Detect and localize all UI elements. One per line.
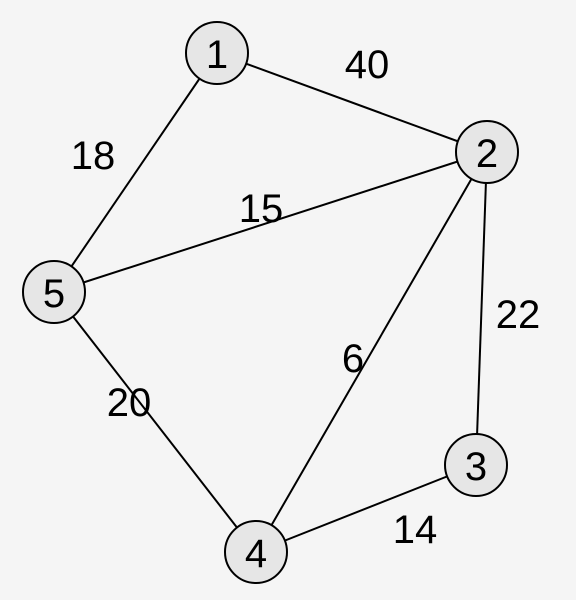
node-2: 2 — [456, 121, 518, 183]
edge-2-3 — [476, 152, 487, 465]
edge-weight-1-5: 18 — [71, 134, 116, 178]
edge-weight-3-4: 14 — [393, 508, 438, 552]
edge-weight-2-3: 22 — [496, 293, 541, 337]
nodes-layer: 1 2 3 4 5 — [23, 22, 518, 583]
edge-weight-2-5: 15 — [239, 187, 284, 231]
node-4: 4 — [225, 521, 287, 583]
node-label-4: 4 — [245, 532, 267, 576]
node-1: 1 — [186, 22, 248, 84]
node-3: 3 — [445, 434, 507, 496]
node-label-2: 2 — [476, 132, 498, 176]
graph-diagram: 40 18 15 22 6 14 20 1 2 3 4 5 — [0, 0, 576, 600]
node-label-1: 1 — [206, 33, 228, 77]
edge-weight-1-2: 40 — [345, 43, 390, 87]
node-5: 5 — [23, 261, 85, 323]
edge-weight-2-4: 6 — [342, 337, 364, 381]
edge-weight-4-5: 20 — [107, 381, 152, 425]
edge-2-4 — [256, 152, 487, 552]
node-label-5: 5 — [43, 272, 65, 316]
edge-4-5 — [54, 292, 256, 552]
node-label-3: 3 — [465, 445, 487, 489]
edge-3-4 — [256, 465, 476, 552]
edges-layer — [54, 53, 487, 552]
